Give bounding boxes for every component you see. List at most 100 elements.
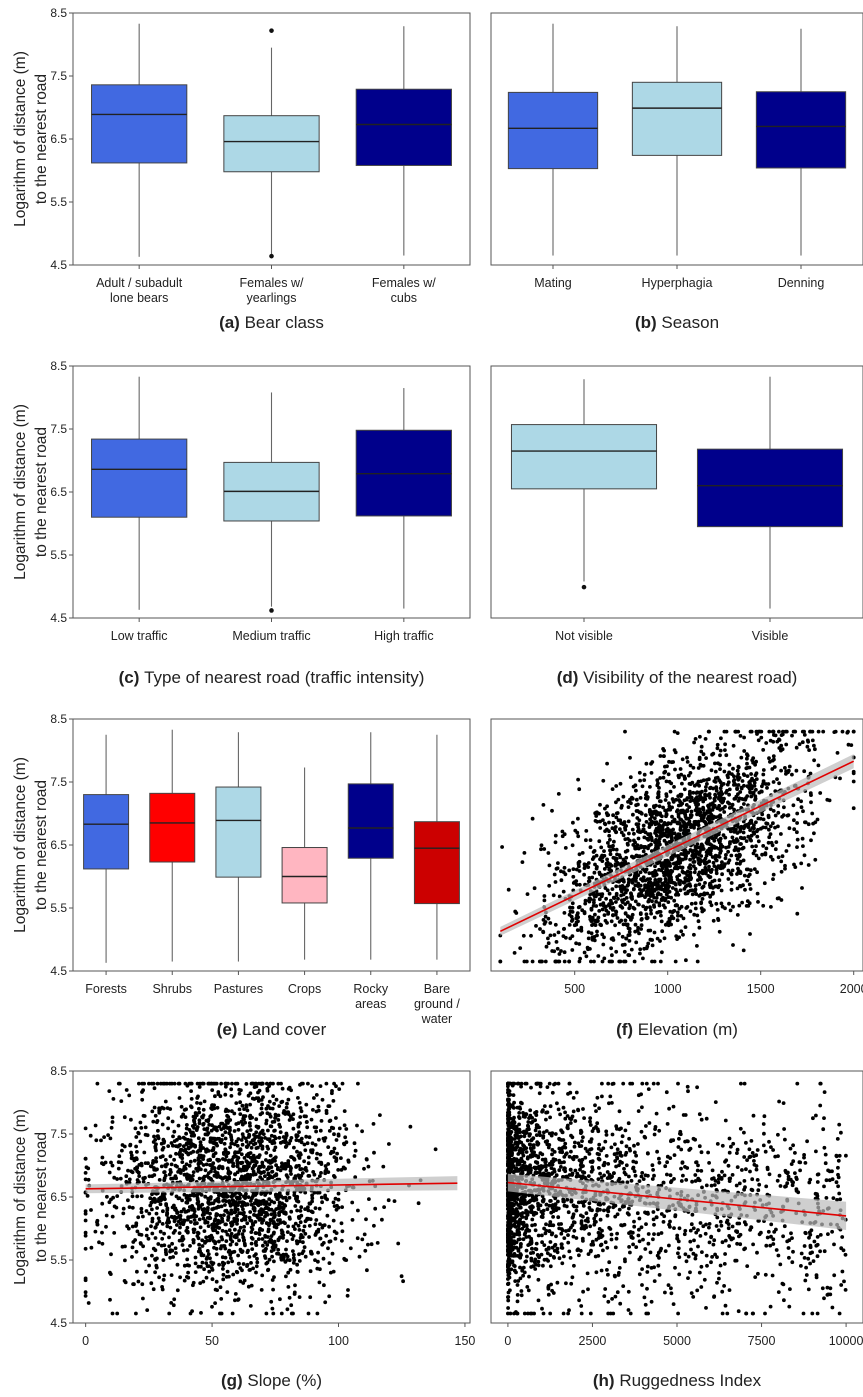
scatter-point bbox=[153, 1138, 158, 1142]
scatter-point bbox=[812, 758, 816, 763]
scatter-point bbox=[269, 1299, 274, 1304]
scatter-point bbox=[786, 843, 791, 848]
scatter-point bbox=[638, 796, 643, 800]
scatter-point bbox=[638, 810, 643, 815]
scatter-point bbox=[207, 1215, 212, 1220]
scatter-point bbox=[623, 911, 628, 915]
scatter-point bbox=[663, 833, 667, 838]
scatter-point bbox=[231, 1161, 236, 1166]
scatter-point bbox=[241, 1207, 245, 1212]
scatter-point bbox=[719, 842, 723, 847]
scatter-point bbox=[546, 941, 551, 946]
scatter-point bbox=[712, 878, 717, 883]
scatter-point bbox=[218, 1175, 223, 1180]
scatter-point bbox=[176, 1219, 181, 1224]
scatter-point bbox=[165, 1208, 170, 1212]
scatter-point bbox=[227, 1248, 232, 1253]
scatter-point bbox=[355, 1236, 360, 1241]
scatter-point bbox=[202, 1212, 206, 1217]
scatter-point bbox=[658, 939, 662, 943]
x-tick-label-line: areas bbox=[355, 997, 386, 1011]
scatter-point bbox=[263, 1247, 268, 1252]
scatter-point bbox=[626, 805, 631, 809]
scatter-point bbox=[675, 918, 680, 923]
scatter-point bbox=[772, 757, 776, 762]
scatter-point bbox=[735, 913, 740, 917]
scatter-point bbox=[675, 937, 679, 941]
scatter-point bbox=[223, 1136, 228, 1141]
scatter-point bbox=[278, 1130, 283, 1134]
scatter-point bbox=[296, 1199, 301, 1204]
scatter-point bbox=[314, 1125, 319, 1130]
scatter-point bbox=[142, 1114, 147, 1118]
scatter-point bbox=[156, 1242, 161, 1246]
scatter-point bbox=[601, 901, 606, 905]
scatter-point bbox=[605, 857, 609, 862]
scatter-point bbox=[193, 1261, 198, 1266]
scatter-point bbox=[272, 1200, 277, 1205]
scatter-point bbox=[192, 1227, 197, 1232]
scatter-point bbox=[175, 1210, 180, 1215]
scatter-point bbox=[189, 1081, 194, 1086]
scatter-point bbox=[618, 781, 623, 786]
scatter-point bbox=[577, 864, 581, 869]
scatter-point bbox=[201, 1279, 206, 1284]
box bbox=[91, 84, 188, 164]
scatter-point bbox=[810, 1311, 815, 1316]
scatter-point bbox=[654, 872, 659, 877]
scatter-point bbox=[838, 776, 842, 781]
scatter-point bbox=[691, 765, 696, 770]
scatter-point bbox=[255, 1260, 260, 1265]
scatter-point bbox=[754, 759, 758, 764]
scatter-point bbox=[654, 826, 659, 831]
scatter-point bbox=[279, 1100, 284, 1105]
scatter-point bbox=[302, 1224, 307, 1229]
scatter-point bbox=[654, 838, 658, 842]
scatter-point bbox=[699, 818, 704, 823]
scatter-point bbox=[588, 838, 593, 842]
scatter-point bbox=[237, 1195, 242, 1200]
scatter-point bbox=[214, 1252, 219, 1257]
scatter-point bbox=[284, 1131, 289, 1136]
scatter-point bbox=[180, 1198, 185, 1203]
scatter-point bbox=[685, 755, 689, 760]
scatter-point bbox=[624, 936, 628, 941]
scatter-point bbox=[241, 1200, 246, 1205]
scatter-point bbox=[230, 1250, 235, 1255]
scatter-point bbox=[123, 1258, 127, 1263]
scatter-point bbox=[664, 841, 669, 845]
scatter-point bbox=[117, 1154, 122, 1159]
scatter-point bbox=[288, 1138, 293, 1143]
scatter-point bbox=[130, 1205, 135, 1210]
scatter-point bbox=[298, 1220, 303, 1225]
scatter-point bbox=[706, 868, 711, 872]
scatter-point bbox=[124, 1088, 129, 1092]
scatter-point bbox=[663, 769, 668, 774]
scatter-point bbox=[172, 1129, 177, 1134]
scatter-point bbox=[154, 1263, 159, 1268]
scatter-point bbox=[192, 1119, 197, 1124]
scatter-point bbox=[622, 887, 627, 891]
scatter-point bbox=[146, 1236, 151, 1241]
scatter-point bbox=[688, 877, 693, 882]
scatter-point bbox=[161, 1137, 166, 1142]
scatter-point bbox=[254, 1264, 259, 1269]
scatter-point bbox=[283, 1203, 288, 1208]
scatter-point bbox=[337, 1087, 342, 1091]
x-tick-label-line: Hyperphagia bbox=[642, 276, 713, 290]
scatter-point bbox=[326, 1246, 330, 1251]
scatter-point bbox=[283, 1166, 288, 1171]
scatter-point bbox=[658, 811, 662, 815]
scatter-point bbox=[671, 760, 675, 764]
scatter-point bbox=[315, 1151, 319, 1156]
scatter-point bbox=[699, 744, 704, 749]
scatter-point bbox=[759, 789, 764, 794]
scatter-point bbox=[151, 1119, 156, 1124]
scatter-point bbox=[717, 929, 722, 934]
scatter-point bbox=[737, 903, 742, 908]
scatter-point bbox=[236, 1298, 240, 1302]
scatter-point bbox=[638, 883, 643, 888]
scatter-point bbox=[634, 940, 639, 945]
scatter-point bbox=[741, 845, 746, 850]
